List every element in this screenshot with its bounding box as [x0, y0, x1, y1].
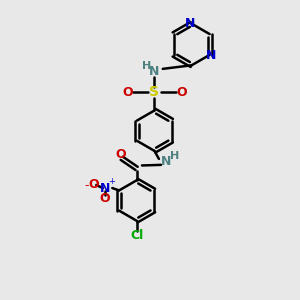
Text: N: N — [100, 182, 110, 194]
Text: Cl: Cl — [130, 229, 143, 242]
Text: -: - — [84, 179, 89, 192]
Text: N: N — [149, 65, 160, 78]
Text: O: O — [88, 178, 99, 191]
Text: O: O — [122, 85, 133, 98]
Text: N: N — [206, 49, 216, 62]
Text: N: N — [185, 16, 195, 30]
Text: O: O — [176, 85, 187, 98]
Text: S: S — [149, 85, 160, 99]
Text: O: O — [115, 148, 126, 161]
Text: H: H — [142, 61, 151, 71]
Text: +: + — [108, 177, 115, 186]
Text: O: O — [100, 192, 110, 205]
Text: H: H — [170, 151, 179, 161]
Text: N: N — [161, 155, 172, 168]
